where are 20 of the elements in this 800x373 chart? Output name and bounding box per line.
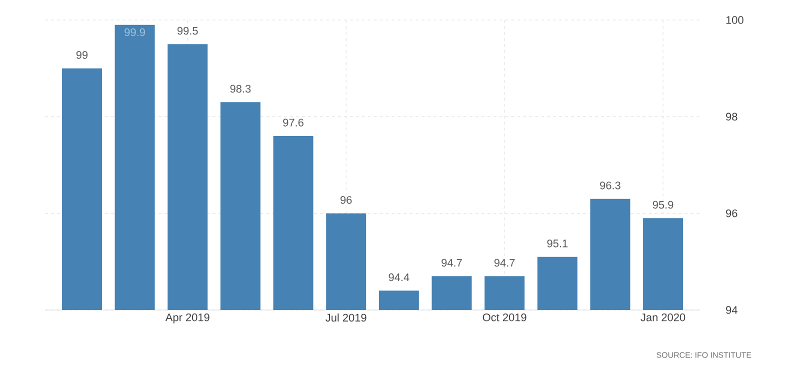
data-label: 97.6 <box>283 118 304 126</box>
x-tick-label: Apr 2019 <box>165 314 210 324</box>
data-label: 94.7 <box>494 258 515 267</box>
x-tick-label: Jan 2020 <box>640 314 686 322</box>
y-tick-label: 94 <box>726 306 738 314</box>
data-label: 99.5 <box>177 26 198 35</box>
data-label: 99 <box>76 51 88 59</box>
data-label: 95.9 <box>652 200 674 209</box>
data-label: 96.3 <box>600 182 620 190</box>
y-tick-label: 100 <box>726 16 744 24</box>
data-label: 96 <box>340 196 352 204</box>
data-label: 94.4 <box>388 273 410 282</box>
data-label: 98.3 <box>230 84 251 93</box>
x-tick-label: Jul 2019 <box>326 314 366 322</box>
data-label: 95.1 <box>547 240 568 248</box>
data-label: 99.9 <box>124 28 145 36</box>
y-tick-label: 98 <box>726 112 738 121</box>
y-tick-label: 96 <box>726 209 738 218</box>
x-tick-label: Oct 2019 <box>482 314 526 322</box>
data-label: 94.7 <box>442 258 462 267</box>
